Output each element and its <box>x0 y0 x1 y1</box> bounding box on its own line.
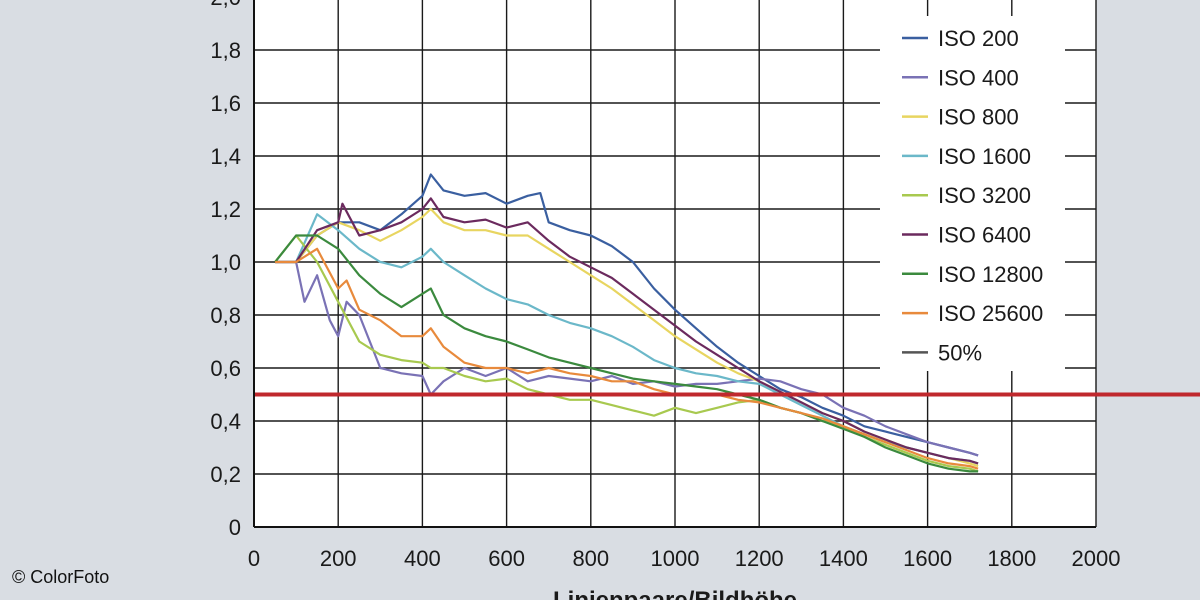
legend-label: ISO 1600 <box>938 144 1031 169</box>
y-tick-label: 0,4 <box>210 409 241 434</box>
x-tick-label: 1600 <box>903 546 952 571</box>
y-tick-label: 0 <box>229 515 241 540</box>
x-tick-label: 1000 <box>651 546 700 571</box>
legend-label: ISO 6400 <box>938 223 1031 248</box>
series-line-iso-400 <box>275 260 979 457</box>
legend-label: ISO 200 <box>938 26 1019 51</box>
x-tick-label: 800 <box>572 546 609 571</box>
y-tick-label: 1,0 <box>210 250 241 275</box>
legend-label: ISO 12800 <box>938 262 1043 287</box>
legend-box <box>880 16 1065 371</box>
legend: ISO 200 ISO 400 ISO 800 ISO 1600 ISO 3200 ISO… <box>880 16 1065 371</box>
x-tick-label: 2000 <box>1072 546 1121 571</box>
copyright-credit: © ColorFoto <box>12 567 110 587</box>
legend-label: 50% <box>938 340 982 365</box>
x-tick-label: 400 <box>404 546 441 571</box>
series-line-iso-6400 <box>275 197 979 465</box>
legend-label: ISO 3200 <box>938 183 1031 208</box>
legend-label: ISO 400 <box>938 65 1019 90</box>
series-line-iso-12800 <box>274 234 979 473</box>
x-tick-label: 600 <box>488 546 525 571</box>
x-tick-label: 1800 <box>987 546 1036 571</box>
x-tick-label: 200 <box>320 546 357 571</box>
y-tick-label: 0,8 <box>210 303 241 328</box>
legend-label: ISO 25600 <box>938 301 1043 326</box>
x-axis-title: Linienpaare/Bildhöhe <box>553 587 797 600</box>
series-lines <box>274 173 979 473</box>
x-tick-label: 1200 <box>735 546 784 571</box>
axes: 0 200 400 600 800 1000 1200 1400 1600 1800 2000 0 0,… <box>210 0 1120 571</box>
y-tick-label: 0,2 <box>210 462 241 487</box>
legend-label: ISO 800 <box>938 105 1019 130</box>
y-tick-label: 1,2 <box>210 197 241 222</box>
y-tick-label: 2,0 <box>210 0 241 10</box>
series-line-iso-25600 <box>275 247 979 470</box>
y-tick-label: 0,6 <box>210 356 241 381</box>
series-line-iso-200 <box>275 173 979 457</box>
y-tick-label: 1,4 <box>210 144 241 169</box>
x-tick-label: 1400 <box>819 546 868 571</box>
y-tick-label: 1,8 <box>210 38 241 63</box>
x-tick-label: 0 <box>248 546 260 571</box>
y-tick-label: 1,6 <box>210 91 241 116</box>
